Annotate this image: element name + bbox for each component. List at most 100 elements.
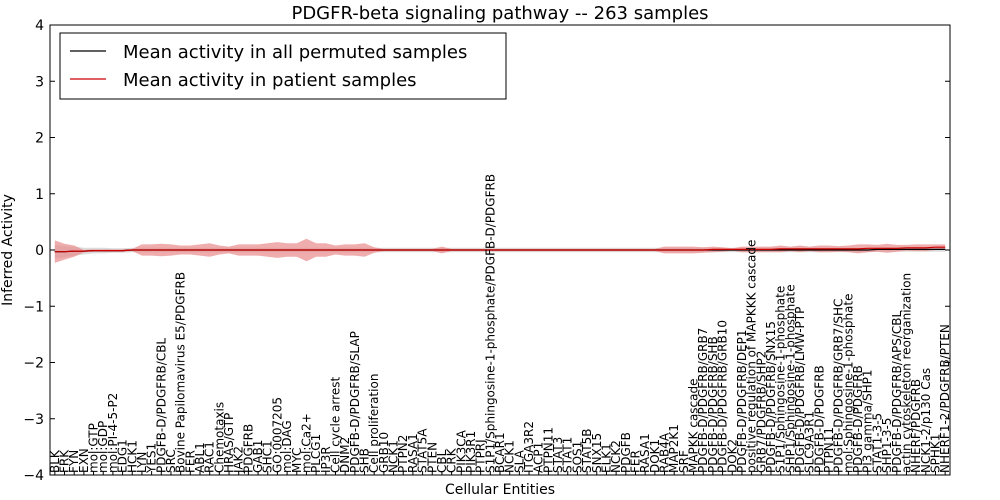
- x-axis-label: Cellular Entities: [445, 482, 555, 498]
- x-tick-label: S1P1/Sphingosine-1-phosphate: [774, 286, 788, 473]
- y-axis: −4 −3 −2 −1 0 1 2 3 4: [23, 18, 950, 484]
- legend-box: [59, 32, 507, 100]
- y-tick-label: 2: [35, 131, 44, 147]
- x-tick-label: PLCG1: [309, 434, 323, 473]
- x-tick-label: FRK: [58, 449, 72, 473]
- x-tick-label: STAT5B: [580, 429, 594, 474]
- x-tick-label: PI3 gamma/SHP1: [861, 370, 875, 473]
- x-tick-label: SHP1/Sphingosine-1-phosphate: [783, 284, 797, 473]
- x-tick-label: mol:Sphingosine-1-phosphate: [841, 294, 855, 474]
- y-tick-label: −2: [23, 356, 44, 372]
- x-tick-label: SRC: [164, 449, 178, 473]
- x-tick-label: PDGFB-D/PDGFRB/GRB7/SHC: [832, 299, 846, 473]
- y-tick-label: −1: [23, 299, 44, 315]
- legend: Mean activity in all permuted samples Me…: [59, 32, 507, 100]
- x-tick-label: STAT1: [561, 437, 575, 473]
- x-tick-label: SNX15: [590, 433, 604, 473]
- x-tick-label: PDGFB-D/PDGFRB/SNX15: [764, 321, 778, 473]
- x-tick-label: actin cytoskeleton reorganization: [900, 273, 914, 473]
- x-tick-label: FER: [183, 450, 197, 473]
- x-tick-label: SHC1: [261, 440, 275, 473]
- x-tick-label: DNM2: [338, 437, 352, 473]
- x-tick-label: mol:GDP: [96, 421, 110, 473]
- x-tick-label: PDGFB-D/PDGFRB/DEP1: [735, 329, 749, 473]
- x-tick-label: HCK1: [125, 440, 139, 473]
- x-tick-label: positive regulation of MAPKKK cascade: [745, 240, 759, 473]
- x-tick-label: PDGFB-D/PDGFRB: [812, 365, 826, 473]
- x-tick-label: ITGA3R2: [522, 421, 536, 473]
- x-tick-label: SHP1-3-5: [880, 418, 894, 473]
- x-tick-label: Chemotaxis: [212, 402, 226, 473]
- x-tick-label: mol:PI-4-5-P2: [106, 393, 120, 473]
- x-tick-label: IP3R: [319, 446, 333, 473]
- x-tick-label: Cell proliferation: [367, 374, 381, 473]
- x-tick-label: JAK2: [232, 446, 246, 474]
- x-tick-label: LYN: [135, 452, 149, 473]
- legend-label-permuted: Mean activity in all permuted samples: [123, 42, 467, 63]
- x-tick-label: PDGFB-D/PDGFRB/LMW-PTP: [793, 307, 807, 473]
- x-tick-label: PIK3R1: [464, 431, 478, 473]
- band-patient: [54, 238, 946, 263]
- y-tick-label: 3: [35, 74, 44, 90]
- x-tick-label: MYC: [290, 448, 304, 473]
- x-tick-label: FER: [629, 450, 643, 473]
- chart-title: PDGFR-beta signaling pathway -- 263 samp…: [291, 3, 708, 24]
- x-tick-label: NCK1-2/p130 Cas: [919, 368, 933, 473]
- x-tick-label: mol:GTP: [87, 423, 101, 473]
- x-tick-label: DOK1: [648, 439, 662, 473]
- x-tick-label: NHERF1-2/PDGFRB/PTEN: [938, 324, 952, 473]
- x-tick-label: NHERF/PDGFRB: [909, 379, 923, 473]
- legend-label-patient: Mean activity in patient samples: [123, 70, 417, 91]
- x-tick-label: SPHK1: [929, 434, 943, 473]
- x-tick-label: mol:Ca2+: [300, 413, 314, 473]
- x-tick-label: PDGFB-D/PDGFRB/GRB10: [716, 320, 730, 473]
- y-axis-label: Inferred Activity: [0, 194, 16, 306]
- x-axis: BLKFRKFYNEXNmol:GTPmol:GDPmol:PI-4-5-P2E…: [48, 174, 952, 475]
- x-tick-label: PDGFB-D/PDGFRB/GRB7: [696, 328, 710, 473]
- x-tick-label: PTPN11: [822, 427, 836, 473]
- x-tick-label: PTEN: [425, 442, 439, 473]
- x-tick-label: FYN: [67, 450, 81, 473]
- x-tick-label: PDGFRB: [241, 424, 255, 473]
- x-tick-label: MAP2K1: [667, 424, 681, 473]
- series-line-patient: [54, 246, 946, 253]
- x-tick-label: STAT3: [551, 437, 565, 473]
- x-tick-label: S1P1/Sphingosine-1-phosphate/PDGFB-D/PDG…: [483, 174, 497, 473]
- x-tick-label: SLA: [512, 449, 526, 473]
- x-tick-label: PDGFB-D/PDGFRB/APS/CBL: [890, 310, 904, 473]
- x-tick-label: ABL1: [193, 442, 207, 473]
- x-tick-label: GRB10: [377, 432, 391, 473]
- confidence-bands: [54, 238, 946, 263]
- series-lines: [54, 246, 946, 253]
- x-tick-label: SOS1: [570, 441, 584, 473]
- x-tick-label: PDGFB-D/PDGFRB: [851, 365, 865, 473]
- x-tick-label: GO:0007205: [270, 397, 284, 473]
- x-tick-label: HRAS/GTP: [222, 413, 236, 473]
- x-tick-label: GRB7/PDGFRB/SHP2: [754, 351, 768, 473]
- x-tick-label: SLC9A3R1: [803, 411, 817, 473]
- x-tick-label: mol:DAG: [280, 420, 294, 473]
- x-tick-label: EXN: [77, 448, 91, 473]
- x-tick-label: CBL: [435, 449, 449, 473]
- x-tick-label: PIK3CA: [454, 429, 468, 473]
- x-tick-label: ELK1: [600, 443, 614, 473]
- x-tick-label: RASA1: [638, 433, 652, 473]
- x-tick-label: EDG1: [116, 439, 130, 473]
- x-tick-label: BLK: [48, 449, 62, 473]
- y-tick-label: 0: [35, 243, 44, 259]
- x-tick-label: NCK1: [503, 440, 517, 473]
- x-tick-label: ACP1: [532, 442, 546, 473]
- x-tick-label: PTPRJ: [474, 439, 488, 473]
- y-tick-label: 4: [35, 18, 44, 34]
- x-tick-label: PDGFB-D/PDGFRB/SLAP: [348, 331, 362, 473]
- x-tick-label: PDGFB-D/PDGFRB/CBL: [154, 338, 168, 473]
- x-tick-label: STAT5A: [416, 428, 430, 473]
- y-tick-label: −4: [23, 468, 44, 484]
- x-tick-label: PDGFB-D/PDGFRB/SHB: [706, 336, 720, 473]
- x-tick-label: MAPKK cascade: [687, 378, 701, 473]
- x-tick-label: RAB4A: [658, 432, 672, 473]
- x-tick-label: STAT1-3-5: [870, 413, 884, 473]
- x-tick-label: SRF: [677, 450, 691, 473]
- x-tick-label: YES1: [145, 443, 159, 474]
- x-tick-label: PDGFB: [619, 432, 633, 473]
